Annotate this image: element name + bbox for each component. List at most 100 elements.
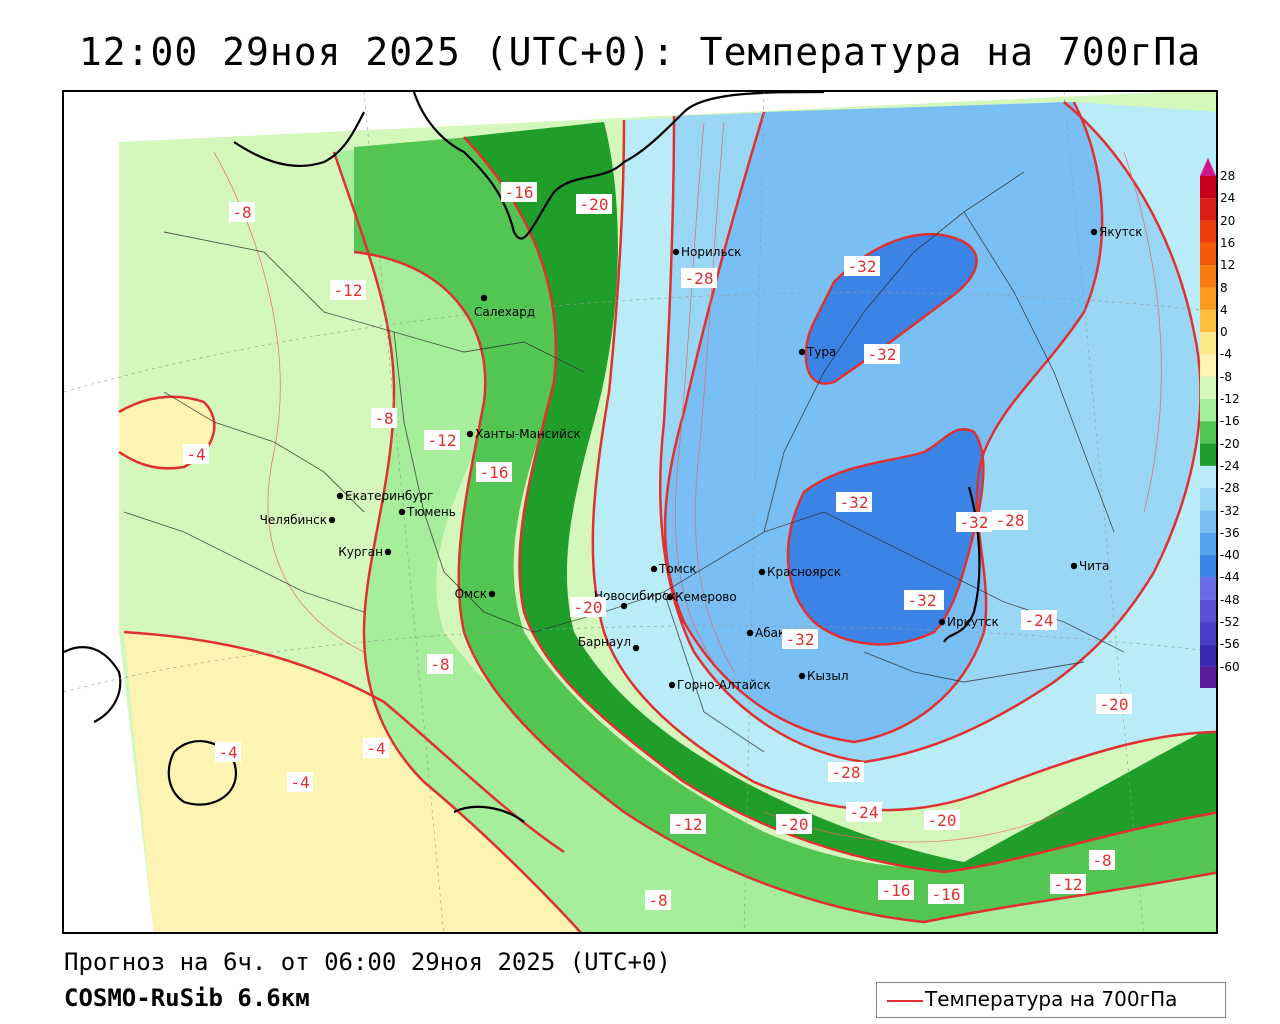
scale-tick-label: 20 (1220, 213, 1236, 228)
scale-segment (1200, 287, 1216, 310)
isotherm-label: -16 (878, 880, 914, 900)
isotherm-label: -20 (576, 194, 612, 214)
scale-tick-label: -44 (1220, 570, 1240, 585)
city-14: Красноярск (758, 565, 841, 579)
city-dot (328, 516, 336, 524)
isotherm-label: -8 (229, 202, 255, 222)
isotherm-lines (118, 101, 1216, 932)
city-dot (488, 590, 496, 598)
city-dot (336, 492, 344, 500)
scale-segment (1200, 332, 1216, 355)
isotherm-label: -28 (828, 762, 864, 782)
zone-minus16-band (464, 122, 1216, 872)
isotherm-label: -20 (570, 597, 606, 617)
isotherm-label: -12 (1050, 874, 1086, 894)
scale-tick-label: 4 (1220, 302, 1228, 317)
city-label: Салехард (474, 305, 535, 319)
scale-tick-label: 24 (1220, 191, 1236, 206)
isotherm-label: -24 (1021, 610, 1057, 630)
legend-line-swatch (887, 1000, 923, 1002)
scale-tick-label: -40 (1220, 548, 1240, 563)
city-5: Ханты-Мансийск (466, 427, 581, 441)
scale-top-arrow (1200, 158, 1216, 176)
svg-text:-20: -20 (580, 195, 609, 214)
svg-text:-8: -8 (648, 891, 667, 910)
city-dot (384, 548, 392, 556)
city-label: Тюмень (406, 505, 456, 519)
city-6: Екатеринбург (336, 489, 433, 503)
legend-label: Температура на 700гПа (925, 987, 1178, 1011)
scale-segment (1200, 555, 1216, 578)
isotherm-label: -20 (1096, 694, 1132, 714)
svg-text:-28: -28 (996, 511, 1025, 530)
scale-tick-label: 28 (1220, 169, 1236, 183)
isotherm-label: -4 (363, 738, 389, 758)
city-dot (650, 565, 658, 573)
city-label: Тура (806, 345, 836, 359)
isotherm-label: -4 (183, 444, 209, 464)
scale-segment (1200, 376, 1216, 399)
svg-text:-4: -4 (186, 445, 205, 464)
svg-text:-4: -4 (290, 773, 309, 792)
scale-segment (1200, 666, 1216, 688)
isotherm-labels: -8 -12 -16 -20 -28 -32 -32 -8 -12 -16 -4 -32 -32 -28 -… (183, 182, 1132, 910)
scale-segment (1200, 622, 1216, 645)
scale-segment (1200, 421, 1216, 444)
isotherm-label: -20 (776, 814, 812, 834)
scale-segment (1200, 354, 1216, 377)
city-dot (398, 508, 406, 516)
city-dot (798, 672, 806, 680)
scale-tick-label: -56 (1220, 637, 1240, 652)
scale-tick-label: -24 (1220, 458, 1240, 473)
scale-segment (1200, 532, 1216, 556)
city-1: Якутск (1090, 225, 1143, 239)
isotherm-label: -20 (924, 810, 960, 830)
city-label: Челябинск (260, 513, 327, 527)
city-label: Кемерово (675, 590, 737, 604)
city-3: Салехард (474, 294, 535, 319)
svg-text:-20: -20 (1100, 695, 1129, 714)
city-13: Кемерово (666, 590, 737, 604)
isotherm-label: -12 (424, 430, 460, 450)
scale-segment (1200, 198, 1216, 221)
scale-tick-label: -32 (1220, 503, 1240, 518)
legend-box: Температура на 700гПа (876, 982, 1226, 1018)
city-label: Новосибирск (594, 589, 676, 603)
isotherm-label: -28 (992, 510, 1028, 530)
svg-text:-16: -16 (882, 881, 911, 900)
scale-tick-label: -60 (1220, 659, 1240, 674)
svg-text:-32: -32 (868, 345, 897, 364)
svg-text:-32: -32 (840, 493, 869, 512)
isotherm-label: -12 (330, 280, 366, 300)
city-label: Томск (658, 562, 697, 576)
city-17: Горно-Алтайск (668, 678, 771, 692)
scale-segment (1200, 644, 1216, 667)
scale-tick-label: -4 (1220, 347, 1232, 362)
scale-segment (1200, 465, 1216, 489)
city-label: Екатеринбург (345, 489, 433, 503)
scale-tick-label: 12 (1220, 258, 1236, 273)
svg-text:-12: -12 (334, 281, 363, 300)
isotherm-label: -32 (904, 590, 940, 610)
scale-segment (1200, 309, 1216, 333)
scale-segment (1200, 443, 1216, 466)
scale-segment (1200, 242, 1216, 266)
isotherm-label: -32 (836, 492, 872, 512)
scale-tick-label: -52 (1220, 615, 1240, 629)
isotherm-label: -32 (956, 512, 992, 532)
scale-tick-label: -8 (1220, 369, 1232, 384)
city-dot (758, 568, 766, 576)
svg-text:-4: -4 (366, 739, 385, 758)
svg-text:-32: -32 (960, 513, 989, 532)
isotherm-label: -24 (846, 802, 882, 822)
city-label: Красноярск (767, 565, 841, 579)
scale-tick-label: -48 (1220, 592, 1240, 607)
city-label: Барнаул (578, 635, 631, 649)
scale-segment (1200, 599, 1216, 622)
isotherm-label: -16 (501, 182, 537, 202)
zone-minus4-southwest (124, 632, 631, 932)
city-19: Иркутск (938, 615, 999, 629)
city-label: Чита (1079, 559, 1109, 573)
city-dot (938, 618, 946, 626)
city-11: Новосибирск (594, 589, 676, 610)
